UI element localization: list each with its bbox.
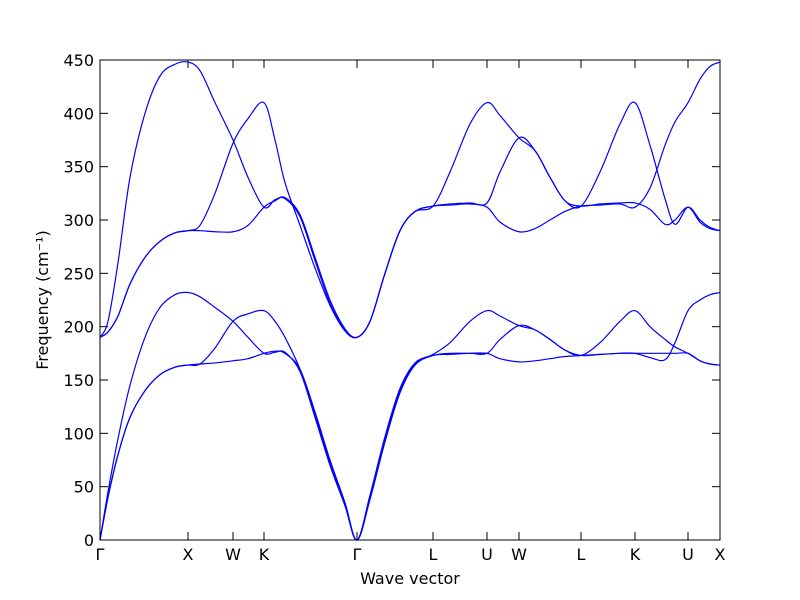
- y-tick-label: 350: [63, 158, 94, 177]
- x-tick-label: L: [429, 545, 438, 564]
- x-tick-label: W: [225, 545, 241, 564]
- y-tick-label: 250: [63, 264, 94, 283]
- x-tick-label: X: [183, 545, 194, 564]
- y-tick-label: 300: [63, 211, 94, 230]
- x-tick-label: Γ: [353, 545, 362, 564]
- band-line: [99, 61, 721, 339]
- y-tick-label: 450: [63, 51, 94, 70]
- band-line: [99, 291, 721, 541]
- x-tick-label: W: [511, 545, 527, 564]
- x-tick-label: K: [259, 545, 270, 564]
- x-tick-label: X: [715, 545, 726, 564]
- x-tick-label: L: [577, 545, 586, 564]
- y-tick-label: 150: [63, 371, 94, 390]
- y-axis-label: Frequency (cm⁻¹): [33, 230, 52, 369]
- x-tick-label: U: [682, 545, 694, 564]
- y-tick-label: 100: [63, 424, 94, 443]
- plot-frame: [99, 59, 721, 541]
- y-tick-label: 200: [63, 318, 94, 337]
- y-tick-label: 0: [84, 531, 94, 550]
- x-axis-label: Wave vector: [360, 569, 460, 588]
- y-tick-label: 50: [74, 478, 94, 497]
- x-tick-label: Γ: [96, 545, 105, 564]
- x-tick-label: U: [481, 545, 493, 564]
- x-tick-label: K: [630, 545, 641, 564]
- y-tick-label: 400: [63, 104, 94, 123]
